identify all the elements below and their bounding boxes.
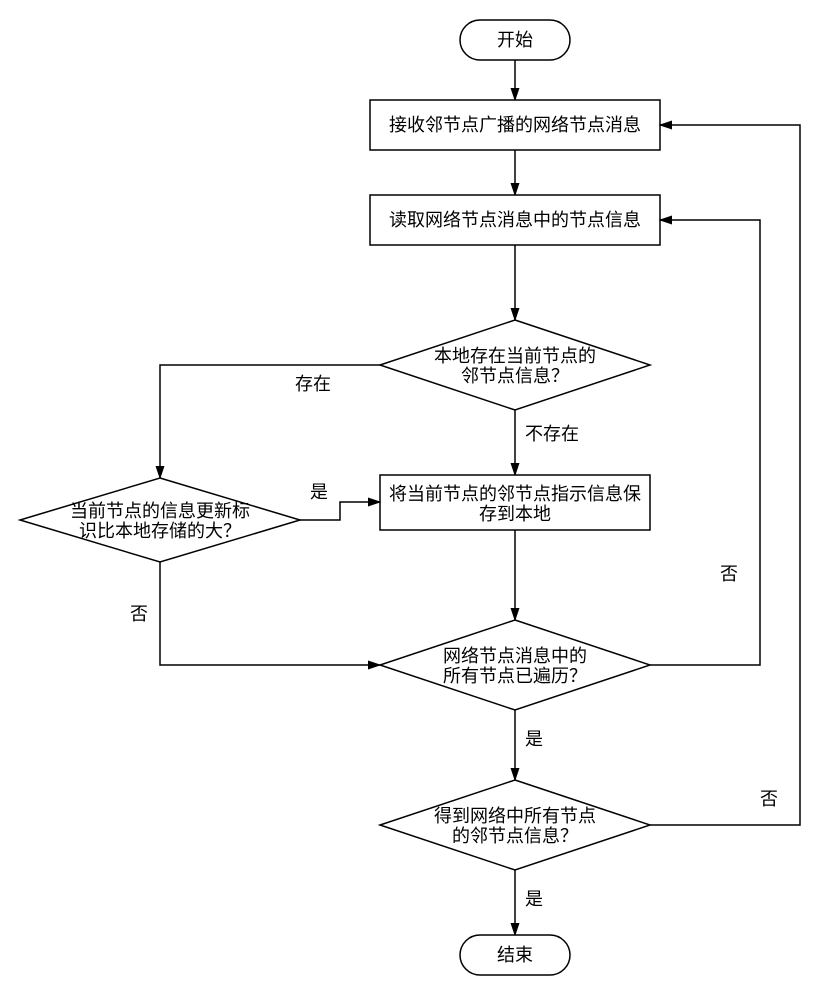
read-label: 读取网络节点消息中的节点信息 [389,210,641,230]
lbl-d4-no: 否 [760,789,778,809]
d2-line2: 识比本地存储的大？ [79,521,241,541]
save-line1: 将当前节点的邻节点指示信息保 [389,484,641,504]
start-label: 开始 [497,30,533,50]
flowchart-canvas: 开始 接收邻节点广播的网络节点消息 读取网络节点消息中的节点信息 本地存在当前节… [0,0,823,1000]
lbl-d2-no: 否 [130,604,148,624]
edge-d2-d3 [160,562,380,665]
edge-d3-read [650,220,760,665]
d3-line1: 网络节点消息中的 [443,646,587,666]
lbl-d4-yes: 是 [525,889,543,909]
d1-line1: 本地存在当前节点的 [434,346,596,366]
lbl-d3-no: 否 [720,564,738,584]
d4-line1: 得到网络中所有节点 [434,806,596,826]
d4-line2: 的邻节点信息？ [452,826,578,846]
lbl-not-exists: 不存在 [525,424,579,444]
recv-label: 接收邻节点广播的网络节点消息 [389,115,641,135]
d2-line1: 当前节点的信息更新标 [70,501,250,521]
lbl-d2-yes: 是 [310,482,328,502]
end-label: 结束 [497,945,533,965]
d3-line2: 所有节点已遍历？ [443,666,587,686]
edge-d2-save [300,502,380,520]
lbl-exists: 存在 [295,374,331,394]
edge-d1-d2 [160,365,380,478]
edge-d4-recv [650,125,800,825]
d1-line2: 邻节点信息？ [461,366,569,386]
save-line2: 存到本地 [479,504,551,524]
lbl-d3-yes: 是 [525,729,543,749]
